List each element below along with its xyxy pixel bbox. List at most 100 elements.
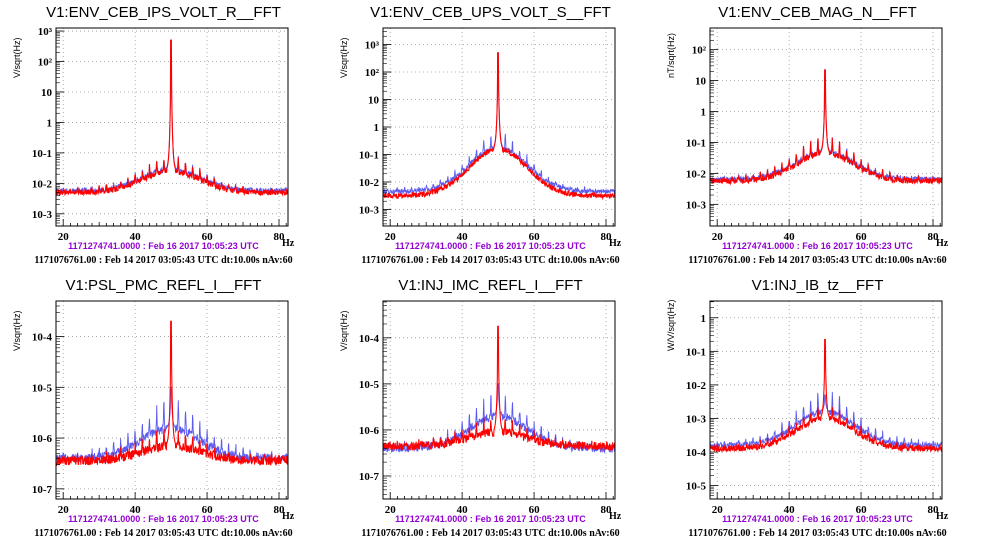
fft-panel: V1:ENV_CEB_IPS_VOLT_R__FFT V/sqrt(Hz) 20 40… xyxy=(0,0,327,273)
fft-panel: V1:ENV_CEB_UPS_VOLT_S__FFT V/sqrt(Hz) 20 40… xyxy=(327,0,654,273)
y-tick-label: 10³ xyxy=(38,26,53,38)
x-tick-label: 40 xyxy=(784,231,796,243)
plot-title: V1:ENV_CEB_MAG_N__FFT xyxy=(718,4,917,21)
x-tick-label: 40 xyxy=(784,504,796,516)
x-tick-label: 60 xyxy=(856,231,868,243)
y-tick-label: 10-4 xyxy=(359,333,380,345)
y-tick-label: 10 xyxy=(41,87,53,99)
x-tick-label: 20 xyxy=(58,231,70,243)
x-axis-unit: Hz xyxy=(609,238,622,249)
y-tick-label: 10-3 xyxy=(359,205,380,217)
y-tick-label: 10-3 xyxy=(686,413,707,425)
current-spectrum-line xyxy=(56,39,288,197)
reference-timestamp: 1171274741.0000 : Feb 16 2017 10:05:23 U… xyxy=(68,241,259,251)
x-tick-label: 20 xyxy=(58,504,70,516)
y-tick-label: 10-1 xyxy=(686,137,706,149)
y-tick-label: 10-1 xyxy=(32,148,52,160)
x-tick-label: 40 xyxy=(457,231,469,243)
x-tick-label: 80 xyxy=(928,504,940,516)
x-tick-label: 20 xyxy=(385,504,397,516)
fft-panel: V1:INJ_IB_tz__FFT W/V/sqrt(Hz) 20 40 60 80 Hz 1… xyxy=(654,273,981,546)
plot-frame xyxy=(709,300,943,500)
x-axis-unit: Hz xyxy=(282,238,295,249)
y-tick-label: 10 xyxy=(368,95,380,107)
y-tick-label: 10-3 xyxy=(686,199,707,211)
fft-panel: V1:INJ_IMC_REFL_I__FFT V/sqrt(Hz) 20 40 60 80… xyxy=(327,273,654,546)
x-tick-label: 60 xyxy=(202,231,214,243)
current-spectrum-line xyxy=(710,339,942,454)
x-tick-label: 40 xyxy=(457,504,469,516)
fft-panel: V1:PSL_PMC_REFL_I__FFT V/sqrt(Hz) 20 40 60 80… xyxy=(0,273,327,546)
reference-timestamp: 1171274741.0000 : Feb 16 2017 10:05:23 U… xyxy=(722,241,913,251)
x-tick-label: 40 xyxy=(130,231,142,243)
reference-timestamp: 1171274741.0000 : Feb 16 2017 10:05:23 U… xyxy=(395,514,586,524)
current-spectrum-line xyxy=(710,69,942,186)
y-tick-label: 10-7 xyxy=(359,471,380,483)
x-tick-label: 60 xyxy=(856,504,868,516)
reference-timestamp: 1171274741.0000 : Feb 16 2017 10:05:23 U… xyxy=(722,514,913,524)
y-tick-label: 10-2 xyxy=(359,177,380,189)
y-tick-label: 1 xyxy=(374,122,380,134)
y-tick-label: 10-4 xyxy=(32,332,53,344)
y-tick-label: 10² xyxy=(38,57,53,69)
current-spectrum-line xyxy=(383,52,615,201)
reference-spectrum-line xyxy=(710,391,942,450)
x-tick-label: 20 xyxy=(385,231,397,243)
y-tick-label: 10 xyxy=(695,76,707,88)
x-axis-unit: Hz xyxy=(936,238,949,249)
x-tick-label: 80 xyxy=(928,231,940,243)
y-tick-label: 1 xyxy=(701,313,707,325)
current-timestamp: 1171076761.00 : Feb 14 2017 03:05:43 UTC… xyxy=(688,528,947,539)
y-tick-label: 10-2 xyxy=(686,380,707,392)
y-tick-label: 10² xyxy=(365,67,380,79)
y-tick-label: 10-1 xyxy=(686,346,706,358)
current-timestamp: 1171076761.00 : Feb 14 2017 03:05:43 UTC… xyxy=(688,255,947,266)
y-tick-label: 10-2 xyxy=(32,178,53,190)
x-axis-unit: Hz xyxy=(936,511,949,522)
x-axis-unit: Hz xyxy=(282,511,295,522)
y-tick-label: 10-1 xyxy=(359,150,379,162)
current-timestamp: 1171076761.00 : Feb 14 2017 03:05:43 UTC… xyxy=(361,255,620,266)
y-tick-label: 10-5 xyxy=(359,379,380,391)
x-axis-unit: Hz xyxy=(609,511,622,522)
reference-timestamp: 1171274741.0000 : Feb 16 2017 10:05:23 U… xyxy=(68,514,259,524)
reference-timestamp: 1171274741.0000 : Feb 16 2017 10:05:23 U… xyxy=(395,241,586,251)
y-tick-label: 10-2 xyxy=(686,168,707,180)
current-spectrum-line xyxy=(56,320,288,467)
plot-title: V1:ENV_CEB_UPS_VOLT_S__FFT xyxy=(370,4,611,21)
current-spectrum-line xyxy=(383,325,615,452)
x-tick-label: 80 xyxy=(274,504,286,516)
current-timestamp: 1171076761.00 : Feb 14 2017 03:05:43 UTC… xyxy=(34,528,293,539)
x-tick-label: 80 xyxy=(601,504,613,516)
x-tick-label: 60 xyxy=(202,504,214,516)
y-tick-label: 10-4 xyxy=(686,447,707,459)
y-tick-label: 10-5 xyxy=(32,382,53,394)
y-tick-label: 1 xyxy=(701,107,707,119)
plot-title: V1:INJ_IMC_REFL_I__FFT xyxy=(398,277,583,294)
x-tick-label: 80 xyxy=(601,231,613,243)
y-tick-label: 10³ xyxy=(365,40,380,52)
current-timestamp: 1171076761.00 : Feb 14 2017 03:05:43 UTC… xyxy=(34,255,293,266)
x-tick-label: 20 xyxy=(712,231,724,243)
y-tick-label: 10-5 xyxy=(686,481,707,493)
plot-title: V1:INJ_IB_tz__FFT xyxy=(751,277,884,294)
x-tick-label: 40 xyxy=(130,504,142,516)
y-tick-label: 10-6 xyxy=(359,425,380,437)
plot-title: V1:ENV_CEB_IPS_VOLT_R__FFT xyxy=(46,4,281,21)
x-tick-label: 60 xyxy=(529,231,541,243)
x-tick-label: 60 xyxy=(529,504,541,516)
y-tick-label: 1 xyxy=(47,117,53,129)
x-tick-label: 20 xyxy=(712,504,724,516)
current-timestamp: 1171076761.00 : Feb 14 2017 03:05:43 UTC… xyxy=(361,528,620,539)
x-tick-label: 80 xyxy=(274,231,286,243)
y-tick-label: 10-6 xyxy=(32,433,53,445)
y-tick-label: 10-3 xyxy=(32,209,53,221)
plot-frame xyxy=(382,300,616,500)
